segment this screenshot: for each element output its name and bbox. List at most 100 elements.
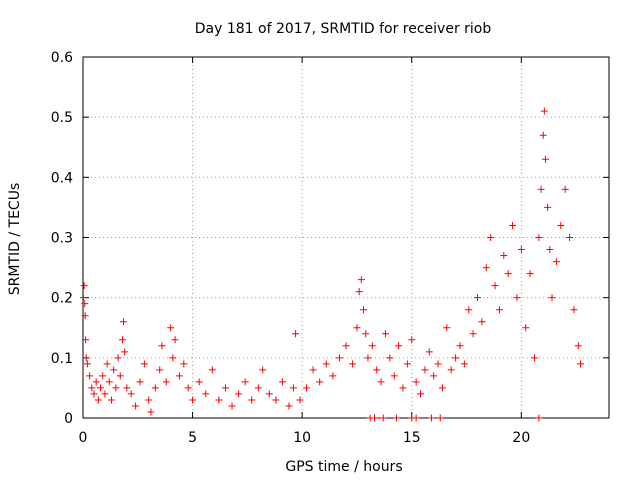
data-point: [228, 402, 236, 410]
x-axis-label: GPS time / hours: [285, 459, 402, 475]
data-point: [289, 384, 297, 392]
x-axis-ticks: 0 5 10 15 20: [79, 57, 530, 446]
data-point: [357, 276, 365, 284]
data-point: [436, 414, 444, 422]
data-point: [147, 408, 155, 416]
data-point: [368, 342, 376, 350]
data-point: [386, 354, 394, 362]
data-point: [80, 282, 88, 290]
data-point: [88, 384, 96, 392]
data-point: [79, 294, 87, 302]
data-point: [522, 324, 530, 332]
data-point: [83, 360, 91, 368]
data-point: [425, 348, 433, 356]
data-point: [265, 390, 273, 398]
data-points: [79, 107, 585, 422]
y-axis-ticks: 0 0.1 0.2 0.3 0.4 0.5 0.6: [51, 50, 609, 427]
data-point: [127, 390, 135, 398]
data-point: [123, 384, 131, 392]
y-tick-label: 0: [64, 411, 73, 427]
data-point: [156, 366, 164, 374]
data-point: [92, 378, 100, 386]
data-point: [136, 378, 144, 386]
data-point: [577, 360, 585, 368]
data-point: [474, 294, 481, 302]
data-point: [509, 221, 517, 229]
data-point: [427, 414, 435, 422]
data-point: [548, 294, 556, 302]
data-point: [278, 378, 286, 386]
x-tick-label: 0: [79, 430, 88, 446]
x-tick-label: 15: [403, 430, 421, 446]
data-point: [171, 336, 179, 344]
grid-lines: [83, 57, 609, 418]
data-point: [215, 396, 223, 404]
data-point: [557, 221, 565, 229]
data-point: [221, 384, 229, 392]
data-point: [535, 414, 543, 422]
data-point: [443, 324, 451, 332]
data-point: [118, 336, 126, 344]
data-point: [570, 306, 578, 314]
plot-frame: [82, 56, 610, 419]
data-point: [465, 306, 473, 314]
data-point: [97, 384, 105, 392]
data-point: [412, 414, 420, 422]
data-point: [349, 360, 357, 368]
data-point: [248, 396, 256, 404]
y-tick-label: 0.6: [51, 50, 73, 66]
chart-title: Day 181 of 2017, SRMTID for receiver rio…: [195, 21, 492, 37]
data-point: [360, 306, 368, 314]
data-point: [574, 342, 582, 350]
data-point: [303, 384, 311, 392]
data-point: [495, 306, 503, 314]
data-point: [552, 258, 560, 266]
data-point: [500, 252, 508, 260]
data-point: [517, 246, 525, 254]
data-point: [121, 348, 129, 356]
data-point: [103, 360, 111, 368]
data-point: [105, 378, 113, 386]
data-point: [353, 324, 361, 332]
data-point: [513, 294, 521, 302]
data-point: [412, 378, 420, 386]
data-point: [175, 372, 183, 380]
data-point: [434, 360, 442, 368]
data-point: [377, 378, 385, 386]
data-point: [535, 234, 543, 241]
data-point: [370, 414, 378, 422]
data-point: [167, 324, 175, 332]
data-point: [195, 378, 203, 386]
data-point: [460, 360, 468, 368]
data-point: [180, 360, 188, 368]
data-point: [184, 384, 192, 392]
data-point: [540, 107, 548, 115]
data-point: [526, 270, 534, 278]
y-axis-label: SRMTID / TECUs: [7, 183, 23, 296]
data-point: [158, 342, 166, 350]
data-point: [362, 330, 370, 338]
data-point: [537, 185, 545, 193]
data-point: [539, 131, 547, 139]
data-point: [235, 390, 243, 398]
data-point: [469, 330, 477, 338]
data-point: [259, 366, 267, 374]
data-point: [392, 414, 400, 422]
data-point: [292, 330, 300, 338]
data-point: [447, 366, 455, 374]
data-point: [208, 366, 216, 374]
data-point: [189, 396, 197, 404]
data-point: [81, 312, 89, 320]
data-point: [395, 342, 403, 350]
data-point: [399, 384, 407, 392]
data-point: [162, 378, 170, 386]
data-point: [482, 264, 490, 272]
data-point: [541, 155, 549, 163]
data-point: [114, 354, 122, 362]
data-point: [296, 396, 304, 404]
data-point: [421, 366, 429, 374]
data-point: [309, 366, 317, 374]
y-tick-label: 0.3: [51, 231, 73, 247]
data-point: [272, 396, 280, 404]
